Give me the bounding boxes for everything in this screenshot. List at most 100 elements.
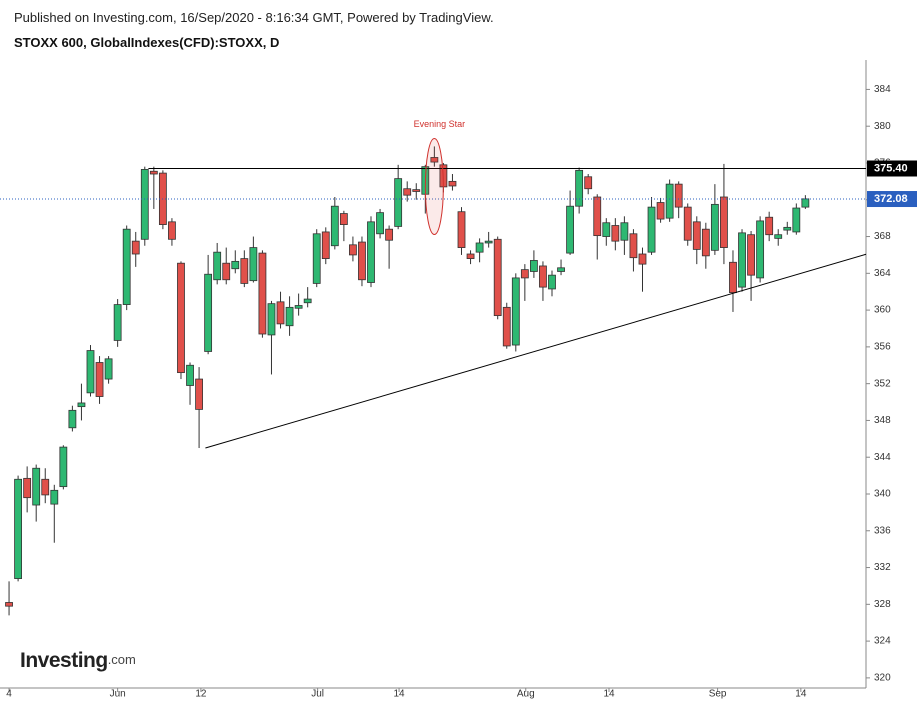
candle-body [186,364,194,386]
candle-body [131,240,140,255]
candle-body [801,198,810,208]
y-tick-label: 328 [874,599,891,610]
candle-body [548,274,556,290]
candle-body [385,228,394,241]
x-tick-label: 14 [795,689,807,700]
candle-body [403,188,412,196]
candle-body [50,489,59,505]
candle-body [683,206,692,241]
candle-body [95,362,104,397]
candle-body [394,178,403,227]
candle-body [412,189,421,192]
candle-body [729,261,737,294]
candle-body [756,220,765,279]
candle-body [720,196,728,248]
y-tick-label: 384 [874,84,891,95]
candle-body [122,228,131,305]
candle-body [113,304,122,341]
candle-body [267,303,276,336]
candle-body [620,222,629,241]
logo-suffix: .com [108,652,136,667]
y-tick-label: 364 [874,268,891,279]
candle-body [638,253,647,265]
candle-body [104,358,113,380]
price-label-box [867,191,917,208]
candle-body [656,202,665,220]
candle-body [339,213,348,225]
candle-body [783,226,792,231]
candle-body [774,234,783,239]
x-tick-label: 14 [394,689,406,700]
y-tick-label: 332 [874,562,891,573]
x-tick-label: Sep [709,689,727,700]
candle-body [520,269,529,279]
y-tick-label: 336 [874,525,891,536]
candle-body [575,169,584,207]
candle-body [168,221,176,240]
candle-body [177,262,185,374]
candle-body [149,170,158,175]
candle-body [258,252,267,335]
header: Published on Investing.com, 16/Sep/2020 … [14,10,494,25]
candle-body [59,446,68,488]
y-tick-label: 356 [874,342,891,353]
candle-body [276,301,285,325]
candle-body [41,478,50,496]
candle-body [674,183,683,208]
candle-body [23,477,32,499]
candle-body [665,183,674,219]
candle-body [77,402,86,408]
candle-body [140,169,149,240]
y-tick-label: 360 [874,305,891,316]
candle-body [240,258,249,284]
x-tick-label: 12 [195,689,207,700]
candle-body [701,228,710,257]
candle-body [222,262,231,281]
candle-body [349,244,357,256]
candle-body [312,233,321,284]
candle-body [195,378,203,410]
candle-body [285,306,294,327]
candle-body [303,298,312,304]
candle-body [249,247,258,282]
candle-body [294,305,303,309]
y-tick-label: 324 [874,636,891,647]
candle-body [213,251,222,281]
candle-body [710,203,719,251]
x-tick-label: 4 [6,689,12,700]
y-tick-label: 344 [874,452,891,463]
price-label: 375.40 [874,162,908,174]
candle-body [511,277,520,346]
y-tick-label: 380 [874,121,891,132]
candle-body [529,260,538,272]
candle-body [86,350,95,394]
candle-body [602,222,611,237]
logo-brand: Investing [20,649,108,672]
candle-body [484,240,493,244]
candle-body [330,205,339,247]
candle-body [747,234,755,276]
candle-body [367,221,375,283]
candle-body [493,238,502,317]
candle-body [611,225,620,242]
candle-body [68,409,77,429]
candle-body [5,602,13,607]
y-tick-label: 352 [874,378,891,389]
annotation-text: Evening Star [414,119,466,129]
candle-body [692,221,701,250]
candle-body [457,211,466,248]
y-tick-label: 368 [874,231,891,242]
candle-body [448,180,457,187]
candle-body [231,260,240,270]
candle-body [738,232,746,288]
candle-body [376,212,384,235]
candle-body [566,205,574,254]
x-tick-label: 14 [603,689,615,700]
candle-body [14,478,22,579]
candle-body [502,306,511,347]
logo: Investing.com [20,649,136,672]
annotation-ellipse [424,138,444,236]
candle-body [204,273,213,352]
